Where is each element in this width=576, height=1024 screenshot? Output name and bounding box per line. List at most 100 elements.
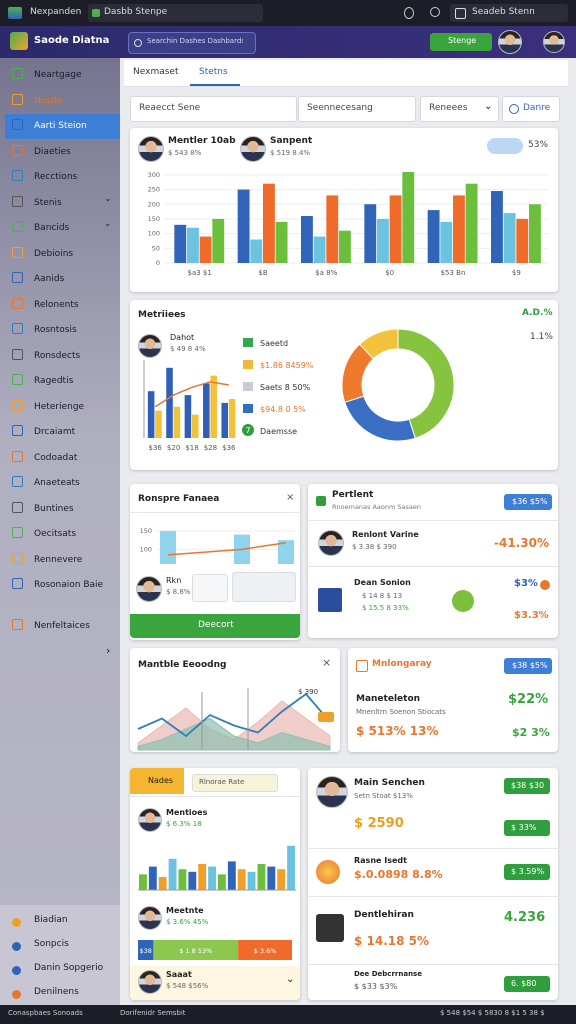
chart: $38 $ 1.8 53% $ 3.6% <box>138 845 296 960</box>
bar <box>503 213 516 263</box>
sidebar-item[interactable]: Ragedtis <box>34 376 74 386</box>
tab[interactable]: Stetns <box>199 67 228 77</box>
chevron: ⌄ <box>104 193 112 204</box>
badge[interactable]: $ 3.59% <box>504 864 550 880</box>
sidebar-item[interactable]: Nosds <box>34 95 62 106</box>
sidebar-item[interactable]: Drcaiamt <box>34 427 76 437</box>
person-stat: $ 519 8.4% <box>270 149 311 157</box>
chart <box>137 688 331 751</box>
person-stat: $ 543 8% <box>168 149 202 157</box>
bar <box>168 858 177 890</box>
y-tick-label: 50 <box>152 244 160 252</box>
sidebar-item[interactable]: Debioins <box>34 248 74 259</box>
sidebar-item[interactable]: Sonpcis <box>34 939 69 949</box>
sidebar-item[interactable]: Rennevere <box>34 554 83 565</box>
sidebar-item[interactable]: Rosonaion Baie <box>34 580 104 590</box>
account-tab[interactable]: Seadeb Stenn <box>450 4 568 22</box>
bar <box>339 230 351 263</box>
badge[interactable]: 6. $80 <box>504 976 550 992</box>
divider <box>308 848 558 849</box>
person-name: Saaat <box>166 970 192 979</box>
avatar <box>318 530 344 556</box>
badge[interactable]: $38 $30 <box>504 778 550 794</box>
sidebar-item[interactable]: Denilnens <box>34 987 79 997</box>
x-tick-label: $36 <box>222 444 236 452</box>
bar <box>188 871 197 890</box>
sidebar-item[interactable]: Aanids <box>34 274 65 284</box>
legend-swatch <box>243 360 253 369</box>
sidebar-item[interactable]: Biadian <box>34 915 68 925</box>
sidebar-item[interactable]: Codoadat <box>34 452 78 463</box>
sidebar-item[interactable]: Bancids <box>34 223 70 233</box>
sidebar-item[interactable]: Buntines <box>34 503 74 514</box>
sidebar-item[interactable]: Anaeteats <box>34 478 80 488</box>
badge-circle <box>452 590 474 612</box>
bar <box>158 877 167 890</box>
search-box[interactable]: Rlnorae Rate <box>192 774 278 792</box>
sidebar-icon <box>12 966 21 975</box>
sidebar-item[interactable]: Stenis <box>34 197 62 208</box>
filter[interactable]: Danre <box>502 96 560 122</box>
bar <box>147 391 155 438</box>
primary-button[interactable]: Deecort <box>130 614 300 638</box>
sidebar-icon <box>12 918 21 927</box>
funnel-card: Ronspre Fanaea × 100 150 Rkn $ 8.8% Deecort <box>130 484 300 640</box>
search-box[interactable]: Searchin Dashes Dashbards <box>128 32 256 54</box>
bar <box>198 864 207 890</box>
line <box>137 692 331 738</box>
filter-label: Danre <box>523 103 551 113</box>
badge[interactable]: $ 33% <box>504 820 550 836</box>
card-subtitle: Rnoemanas Aaonm Sasaen <box>332 503 422 511</box>
chart: $36 $20 $18 $28 $36 Saeetd $1.86 8459% Saets 8 … <box>143 328 455 452</box>
badge: 53% <box>528 140 549 150</box>
avatar <box>138 334 162 358</box>
card-button-label: $38 $5% <box>512 661 548 670</box>
badge-dot <box>540 580 550 590</box>
person-name: Mentler 10ab <box>168 136 236 146</box>
legend-swatch <box>243 382 253 391</box>
avatar <box>138 970 162 994</box>
sidebar-item[interactable]: Recctions <box>34 172 78 182</box>
sidebar-item[interactable]: Nenfeltaices <box>34 621 90 631</box>
bar <box>277 869 286 890</box>
card-title: Mnlongaray <box>372 659 432 669</box>
metric-delta: 1.1% <box>530 332 553 342</box>
card-button[interactable]: $38 $5% <box>504 658 552 674</box>
status-text: Conaspbaes Sonoads <box>8 1009 83 1017</box>
app-icon <box>8 7 22 19</box>
sidebar-item[interactable]: Neartgage <box>34 70 82 80</box>
row-name: Dee Debcrrnanse <box>354 970 422 978</box>
pill <box>487 138 523 154</box>
sidebar-item[interactable]: Danin Sopgerio <box>34 963 104 973</box>
card-button[interactable]: $36 $5% <box>504 494 552 510</box>
header-button[interactable]: Stenge <box>430 33 492 51</box>
item-name: Maneteleton <box>356 694 421 704</box>
sidebar-item[interactable]: Relonents <box>34 299 79 310</box>
y-tick-label: 300 <box>148 171 160 179</box>
sidebar-item[interactable]: Aarti Steion <box>34 121 87 131</box>
card-icon <box>356 660 368 672</box>
sidebar-item[interactable]: Rosntosis <box>34 325 77 335</box>
filter[interactable]: Seennecesang <box>298 96 416 122</box>
app-name: Nexpanden <box>30 7 82 17</box>
filter[interactable]: Reaecct Sene <box>130 96 297 122</box>
filter-label: Reneees <box>429 103 468 113</box>
browser-tab[interactable]: Dasbb Stenpe <box>88 4 263 22</box>
sidebar-item[interactable]: Heterienge <box>34 401 85 412</box>
bar <box>192 414 199 438</box>
sidebar-item[interactable]: Diaeties <box>34 146 71 157</box>
bar <box>275 221 288 263</box>
sidebar-item[interactable]: Oecitsats <box>34 529 77 539</box>
sidebar-item[interactable]: Ronsdects <box>34 350 81 361</box>
card-tab[interactable]: Nades <box>130 768 184 794</box>
row-icon <box>318 588 342 612</box>
y-tick-label: 100 <box>140 545 152 553</box>
tab[interactable]: Nexmaset <box>133 67 179 77</box>
filter[interactable]: Reneees ⌄ <box>420 96 499 122</box>
metrics-card: Metriiees A.D.% 1.1% Dahot $ 49 8 4% $36 $20 $1… <box>130 300 558 470</box>
progress-segment <box>238 940 292 960</box>
row-name: Dean Sonion <box>354 578 411 587</box>
bar <box>173 406 181 438</box>
annotation: $ 390 <box>298 688 319 696</box>
donut-segment <box>397 328 455 439</box>
